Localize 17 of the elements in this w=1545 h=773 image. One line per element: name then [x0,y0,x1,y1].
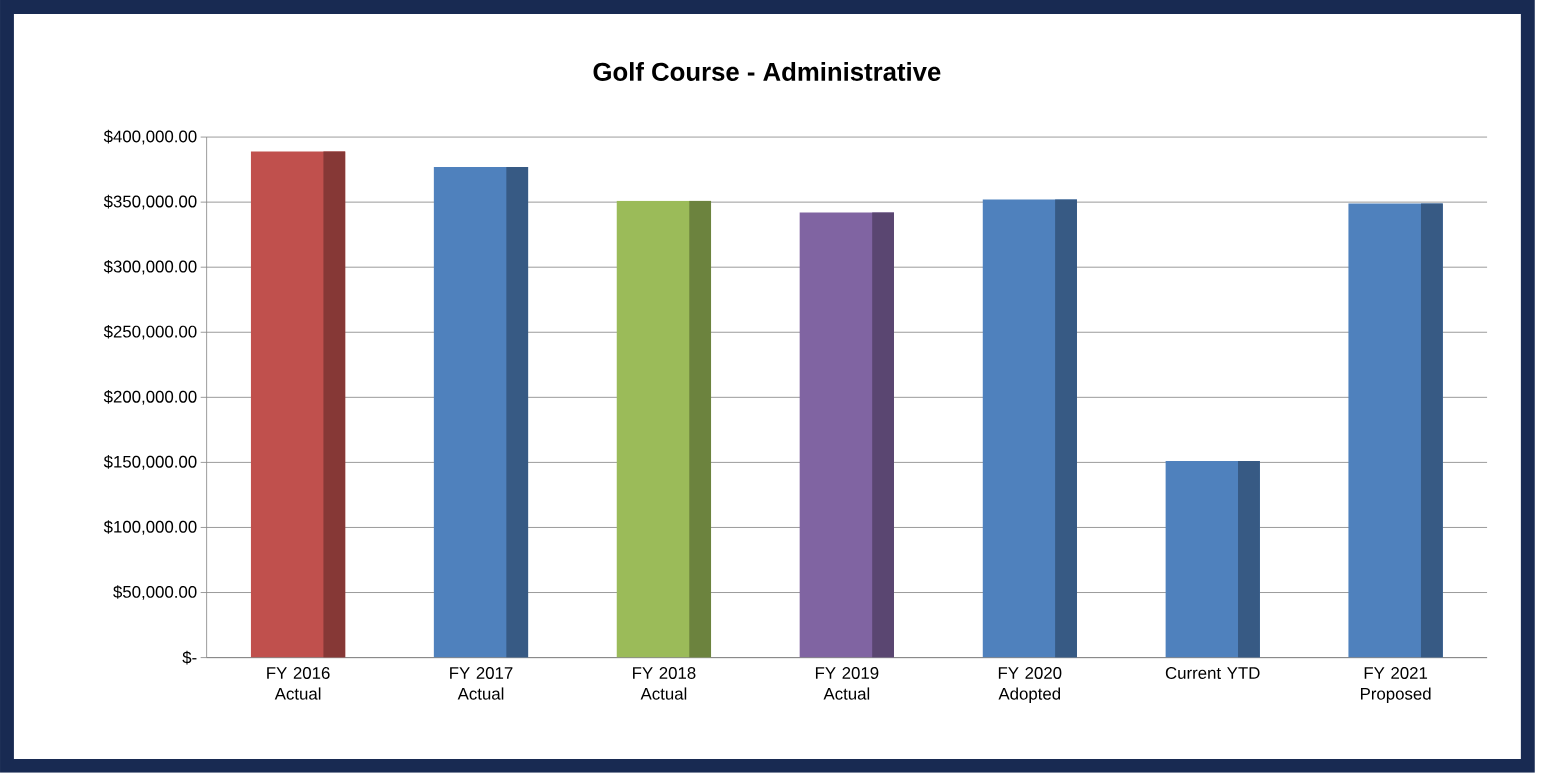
x-tick-label: Current YTD [1165,667,1260,680]
x-tick-label: FY 2018 Actual [633,667,696,700]
chart-title: Golf Course - Administrative [593,62,941,82]
y-tick-label: $400,000.00 [103,129,197,145]
x-tick-label: FY 2019 Actual [815,667,879,700]
y-tick-label: $50,000.00 [113,585,197,600]
x-tick-label: FY 2021 Proposed [1360,667,1431,704]
x-tick-label: FY 2017 Actual [450,667,513,700]
y-tick-label: $300,000.00 [103,259,197,275]
y-tick-label: $100,000.00 [103,520,197,535]
x-tick-label: FY 2016 Actual [267,667,330,700]
y-tick-label: $150,000.00 [103,455,197,470]
y-tick-label: $- [182,650,197,665]
y-tick-label: $250,000.00 [103,325,197,340]
y-tick-label: $350,000.00 [103,194,197,210]
x-tick-label: FY 2020 Adopted [998,667,1062,704]
y-tick-label: $200,000.00 [103,390,197,405]
